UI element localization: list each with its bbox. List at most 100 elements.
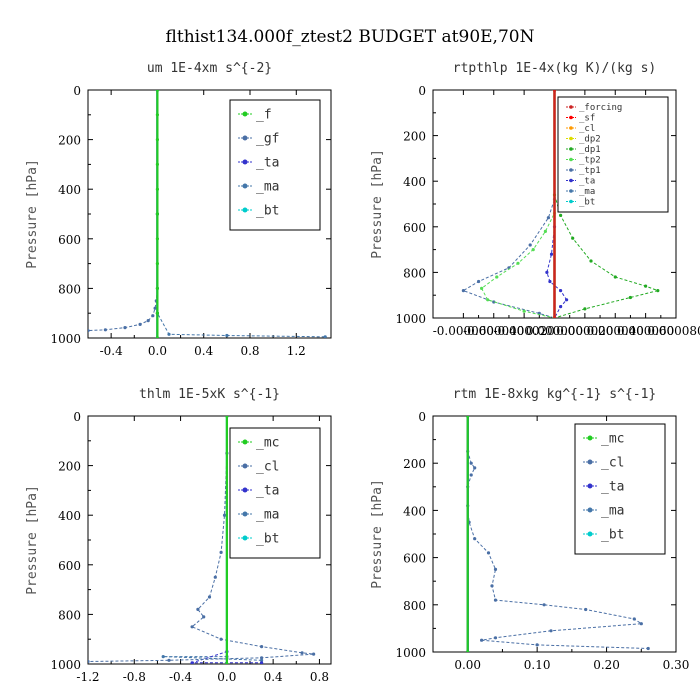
legend-label: _ma xyxy=(256,180,279,195)
data-point xyxy=(219,550,223,555)
data-point xyxy=(628,295,633,300)
legend-marker xyxy=(587,459,593,465)
data-point xyxy=(155,262,159,266)
legend-marker xyxy=(569,157,573,162)
legend-label: _cl xyxy=(601,456,624,471)
y-tick-label: 200 xyxy=(58,460,81,474)
y-tick-label: 200 xyxy=(58,134,81,148)
data-point xyxy=(584,607,588,612)
legend: _forcing_sf_cl_dp2_dp1_tp2_tp1_ta_ma_bt xyxy=(557,96,669,213)
data-point xyxy=(155,138,159,142)
legend-label: _f xyxy=(256,108,272,123)
data-point xyxy=(644,284,648,288)
y-tick-label: 600 xyxy=(58,559,81,573)
data-point xyxy=(323,335,327,338)
data-point xyxy=(559,213,563,217)
data-point xyxy=(146,319,150,323)
data-point xyxy=(646,646,650,651)
y-tick-label: 1000 xyxy=(395,646,426,660)
data-point xyxy=(260,656,264,660)
data-point xyxy=(469,461,473,465)
x-tick-label: 0.20 xyxy=(593,658,620,672)
data-point xyxy=(480,286,484,290)
y-tick-label: 600 xyxy=(403,221,426,235)
legend-marker xyxy=(242,207,248,213)
data-point xyxy=(88,329,90,333)
legend-label: _cl xyxy=(256,460,279,475)
data-point xyxy=(123,326,127,330)
figure-title: flthist134.000f_ztest2 BUDGET at90E,70N xyxy=(166,27,535,47)
series-line-cl xyxy=(467,416,649,649)
data-point xyxy=(202,615,206,619)
data-point xyxy=(552,316,557,318)
x-tick-label: -1.2 xyxy=(76,670,99,684)
data-point xyxy=(155,90,159,92)
data-point xyxy=(632,617,636,621)
series-group xyxy=(461,90,660,318)
x-tick-label: -0.8 xyxy=(123,670,146,684)
data-point xyxy=(155,162,159,166)
legend-label: _ta xyxy=(256,156,279,171)
x-tick-label: -0.4 xyxy=(100,344,124,358)
data-point xyxy=(583,307,587,311)
legend-label: _ma xyxy=(601,504,624,519)
data-point xyxy=(535,643,539,647)
y-tick-label: 1000 xyxy=(50,332,81,346)
data-point xyxy=(473,537,477,541)
panel-1: um 1E-4xm s^{-2} Pressure [hPa] -0.4 0.0 0.4… xyxy=(25,61,332,358)
legend-label: _cl xyxy=(579,124,595,134)
x-tick-label: 0.8 xyxy=(310,670,329,684)
data-point xyxy=(153,306,157,310)
legend-marker xyxy=(242,535,248,541)
x-tick-label: 0.000020 xyxy=(556,324,613,338)
data-point xyxy=(542,603,546,607)
data-point xyxy=(461,289,465,293)
data-point xyxy=(167,332,171,336)
legend-label: _dp2 xyxy=(579,135,601,145)
legend-label: _ta xyxy=(256,484,279,499)
data-point xyxy=(492,300,496,304)
data-point xyxy=(522,309,526,313)
data-point xyxy=(493,636,498,640)
legend-marker xyxy=(569,199,573,204)
x-tick-label: 0.00 xyxy=(454,658,481,672)
legend-label: _tp2 xyxy=(579,156,601,166)
y-tick-label: 400 xyxy=(58,183,81,197)
legend-marker xyxy=(242,463,248,469)
data-point xyxy=(213,575,217,579)
legend-label: _gf xyxy=(256,132,279,147)
legend-label: _tp1 xyxy=(579,166,601,176)
data-point xyxy=(225,333,229,338)
legend-label: _mc xyxy=(601,432,624,447)
legend-label: _bt xyxy=(256,204,279,219)
data-point xyxy=(493,598,498,602)
data-point xyxy=(260,658,264,662)
x-tick-label: 0.4 xyxy=(194,344,213,358)
legend-marker xyxy=(242,111,248,117)
legend-label: _sf xyxy=(579,114,595,124)
legend-label: _bt xyxy=(601,528,624,543)
data-point xyxy=(613,275,617,279)
y-tick-label: 800 xyxy=(58,608,81,622)
data-point xyxy=(548,279,552,284)
data-point xyxy=(190,625,194,629)
legend-marker xyxy=(242,439,248,445)
legend-marker xyxy=(569,178,573,183)
legend-marker xyxy=(569,115,573,120)
data-point xyxy=(571,236,575,240)
data-point xyxy=(495,275,499,279)
x-tick-label: 0.8 xyxy=(240,344,259,358)
x-tick-label: 0.0 xyxy=(217,670,236,684)
legend-marker xyxy=(569,147,573,151)
data-point xyxy=(155,113,159,117)
data-point xyxy=(88,659,90,664)
x-tick-label: 0.000000 xyxy=(526,324,583,338)
y-tick-label: 600 xyxy=(58,233,81,247)
data-point xyxy=(528,243,532,247)
legend-label: _bt xyxy=(256,532,279,547)
y-tick-label: 200 xyxy=(403,130,426,144)
x-tick-label: 0.000080 xyxy=(647,324,700,338)
panel-title: thlm 1E-5xK s^{-1} xyxy=(139,387,280,402)
series-group xyxy=(88,416,316,664)
